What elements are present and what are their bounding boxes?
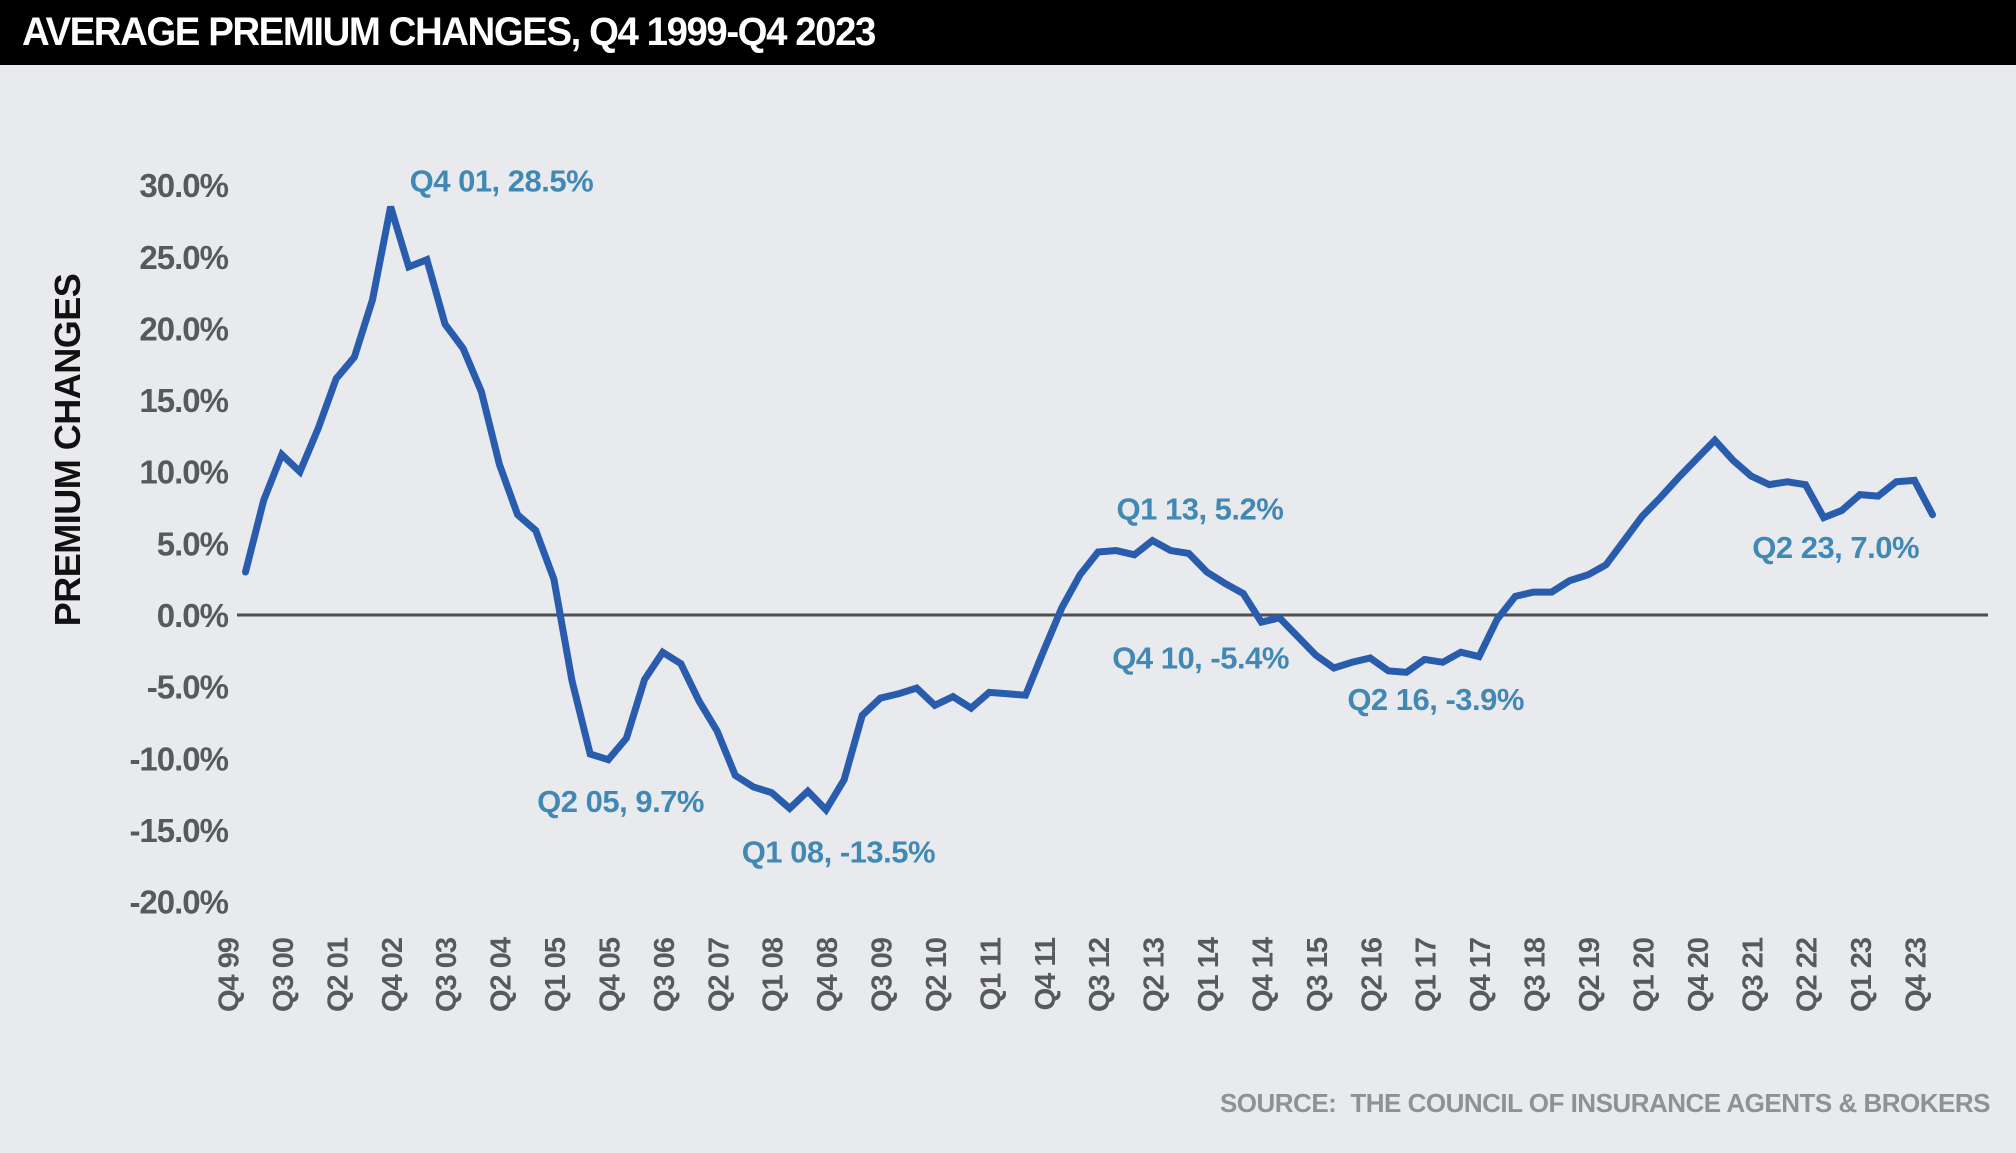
data-point-annotation: Q1 08, -13.5% [742,834,935,869]
data-point-annotation: Q2 23, 7.0% [1752,530,1919,565]
source-attribution: SOURCE: THE COUNCIL OF INSURANCE AGENTS … [1219,1088,1991,1119]
title-bar: AVERAGE PREMIUM CHANGES, Q4 1999-Q4 2023 [0,0,2016,65]
x-tick-label: Q3 09 [867,937,899,1012]
source-name: THE COUNCIL OF INSURANCE AGENTS & BROKER… [1350,1088,1990,1118]
premium-changes-series-line [242,205,1937,816]
data-point-annotation: Q4 10, -5.4% [1112,640,1289,675]
data-point-annotation: Q2 16, -3.9% [1347,682,1524,717]
x-tick-label: Q2 13 [1139,937,1171,1012]
x-tick-label: Q1 08 [758,937,790,1012]
y-tick-label: 15.0% [139,382,228,419]
x-tick-label: Q4 20 [1683,938,1715,1012]
y-tick-label: 30.0% [139,167,228,204]
data-point-annotation: Q2 05, 9.7% [537,784,704,819]
x-tick-label: Q2 10 [921,938,953,1012]
y-tick-label: 0.0% [157,597,229,634]
y-tick-label: 25.0% [139,239,228,276]
x-tick-label: Q4 14 [1247,937,1279,1012]
x-tick-label: Q2 01 [322,937,354,1012]
x-tick-label: Q1 05 [540,937,572,1012]
x-tick-label: Q3 21 [1737,937,1769,1012]
source-prefix: SOURCE: [1219,1088,1337,1118]
x-tick-label: Q3 15 [1302,937,1334,1012]
y-tick-label: -20.0% [129,884,228,921]
x-tick-label: Q1 23 [1846,937,1878,1012]
x-tick-label: Q4 99 [214,937,246,1012]
x-tick-label: Q4 17 [1465,938,1497,1012]
x-tick-label: Q4 08 [812,937,844,1012]
x-tick-label: Q4 23 [1901,937,1933,1012]
x-tick-label: Q3 18 [1520,937,1552,1012]
x-tick-label: Q2 16 [1356,937,1388,1012]
y-tick-label: -10.0% [129,740,228,777]
y-tick-label: 5.0% [157,525,229,562]
x-axis-tick-labels: Q4 99 Q3 00 Q2 01 Q4 02 Q3 03 Q2 04 Q1 05 Q4 05… [214,937,1933,1012]
x-tick-label: Q1 17 [1411,938,1443,1012]
x-tick-label: Q1 14 [1193,937,1225,1012]
x-tick-label: Q1 20 [1628,938,1660,1012]
x-tick-label: Q3 06 [649,937,681,1012]
y-tick-label: 20.0% [139,310,228,347]
x-tick-label: Q2 22 [1792,938,1824,1012]
y-tick-label: 10.0% [139,454,228,491]
x-tick-label: Q3 00 [268,938,300,1012]
x-tick-label: Q4 11 [1030,937,1062,1010]
y-tick-label: -5.0% [147,669,229,706]
x-tick-label: Q4 02 [377,938,409,1012]
data-point-annotation: Q4 01, 28.5% [410,164,594,199]
data-point-annotation: Q1 13, 5.2% [1117,492,1284,527]
chart-title: AVERAGE PREMIUM CHANGES, Q4 1999-Q4 2023 [22,10,876,54]
x-tick-label: Q4 05 [594,937,626,1012]
x-tick-label: Q3 12 [1084,938,1116,1012]
data-point-annotations: Q4 01, 28.5% Q2 05, 9.7% Q1 08, -13.5% Q4 1… [410,164,1920,870]
y-axis-tick-labels: 30.0% 25.0% 20.0% 15.0% 10.0% 5.0% 0.0% -5.0% -1… [129,167,229,921]
x-tick-label: Q2 04 [486,937,518,1012]
x-tick-label: Q3 03 [431,937,463,1012]
x-tick-label: Q2 19 [1574,937,1606,1012]
x-tick-label: Q1 11 [975,937,1007,1010]
y-tick-label: -15.0% [129,812,228,849]
x-tick-label: Q2 07 [703,938,735,1012]
